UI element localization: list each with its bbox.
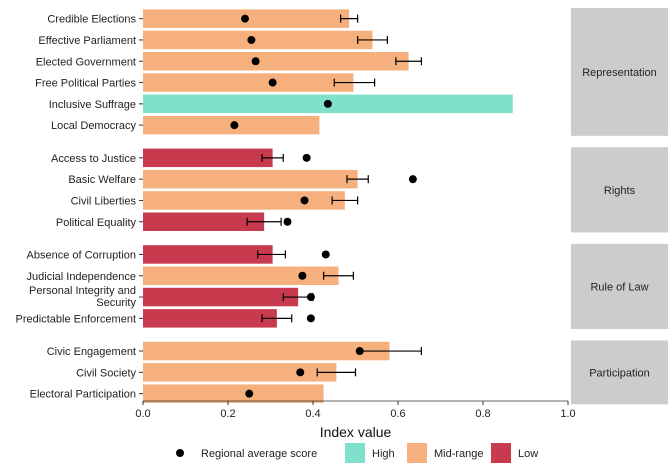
bar	[143, 309, 277, 328]
legend-label: Low	[518, 448, 538, 460]
regional-average-point	[355, 347, 364, 356]
bar-row: Civil Liberties	[71, 191, 359, 210]
bar	[143, 52, 409, 71]
regional-average-point	[323, 99, 332, 108]
x-tick-label: 0.8	[475, 408, 490, 420]
row-label: Civil Society	[76, 367, 136, 379]
bar-row: Absence of Corruption	[27, 245, 330, 264]
bar-row: Local Democracy	[51, 115, 320, 135]
regional-average-point	[241, 14, 249, 23]
regional-average-point	[302, 153, 311, 162]
x-tick-label: 0.2	[220, 408, 235, 420]
bar-row: Effective Parliament	[38, 30, 388, 50]
regional-average-point	[245, 389, 254, 398]
legend: Regional average score High Mid-range Low	[176, 443, 538, 463]
regional-average-point	[408, 175, 417, 184]
bar-row: Judicial Independence	[27, 266, 354, 285]
facet-strip	[571, 147, 668, 233]
row-label: Free Political Parties	[35, 78, 136, 90]
bar-row: Predictable Enforcement	[16, 309, 315, 328]
row-label: Judicial Independence	[27, 271, 136, 283]
facet-strip	[571, 243, 668, 329]
facet-label: Participation	[589, 367, 650, 379]
bar-row: Political Equality	[56, 212, 292, 231]
facet-label: Representation	[582, 67, 657, 79]
legend-swatch	[345, 443, 365, 463]
legend-label: High	[372, 448, 395, 460]
bar-row: Inclusive Suffrage	[49, 94, 513, 114]
row-label: Civic Engagement	[47, 346, 136, 358]
bar	[143, 212, 265, 231]
bar-row: Credible Elections	[47, 9, 359, 28]
regional-average-point	[300, 196, 309, 205]
facet-panel: Participation Civic Engagement Civil Socie…	[30, 340, 668, 405]
row-label: Effective Parliament	[38, 35, 136, 47]
x-axis: 0.0 0.2 0.4 0.6 0.8 1.0	[135, 400, 576, 420]
row-label: Personal Integrity and Security	[29, 285, 137, 309]
facet-panel: Rule of Law Absence of Corruption Judicial…	[16, 243, 668, 329]
legend-swatch	[407, 443, 427, 463]
bar	[143, 191, 345, 210]
regional-average-point	[306, 314, 315, 323]
bar-row: Personal Integrity and Security	[29, 285, 315, 309]
x-tick-label: 1.0	[560, 408, 575, 420]
legend-label: Mid-range	[434, 448, 484, 460]
row-label: Local Democracy	[51, 120, 136, 132]
x-tick-label: 0.4	[305, 408, 320, 420]
bar	[143, 73, 354, 92]
x-axis-title: Index value	[320, 424, 392, 440]
x-tick-label: 0.6	[390, 408, 405, 420]
row-label: Credible Elections	[47, 14, 136, 26]
regional-average-point	[296, 368, 305, 377]
legend-swatch	[491, 443, 511, 463]
legend-label: Regional average score	[201, 448, 317, 460]
regional-average-point	[247, 35, 256, 44]
bar	[143, 148, 273, 168]
facet-panel: Rights Access to Justice Basic Welfare Civi…	[51, 147, 668, 233]
bar-row: Free Political Parties	[35, 73, 376, 92]
regional-average-point	[230, 121, 239, 130]
row-label: Predictable Enforcement	[16, 313, 136, 325]
regional-average-point	[306, 293, 315, 302]
row-label: Electoral Participation	[30, 389, 136, 401]
regional-average-point	[298, 271, 307, 280]
regional-average-point	[251, 57, 260, 66]
bar	[143, 30, 373, 50]
row-label: Inclusive Suffrage	[49, 99, 136, 111]
row-label: Access to Justice	[51, 153, 136, 165]
legend-point-symbol	[176, 449, 184, 457]
bar-row: Access to Justice	[51, 148, 311, 168]
facet-label: Rule of Law	[590, 281, 648, 293]
row-label: Basic Welfare	[68, 174, 136, 186]
bar	[143, 169, 358, 189]
facet-strip	[571, 8, 668, 136]
regional-average-point	[283, 217, 292, 226]
facet-label: Rights	[604, 185, 636, 197]
row-label: Civil Liberties	[71, 195, 137, 207]
bar-row: Electoral Participation	[30, 384, 324, 403]
bar-row: Elected Government	[36, 52, 422, 71]
chart-panels: Representation Credible Elections Effectiv…	[16, 8, 668, 405]
panel-background	[143, 8, 568, 136]
bar	[143, 287, 299, 307]
bar-row: Civic Engagement	[47, 341, 422, 361]
bar-row: Civil Society	[76, 363, 357, 382]
row-label: Political Equality	[56, 217, 137, 229]
regional-average-point	[268, 78, 277, 87]
facet-strip	[571, 340, 668, 405]
bar	[143, 384, 324, 403]
regional-average-point	[321, 250, 330, 259]
x-tick-label: 0.0	[135, 408, 150, 420]
bar	[143, 266, 339, 285]
bar	[143, 245, 273, 264]
bar	[143, 363, 337, 382]
bar	[143, 341, 390, 361]
row-label: Elected Government	[36, 56, 136, 68]
facet-panel: Representation Credible Elections Effectiv…	[35, 8, 668, 136]
bar-row: Basic Welfare	[68, 169, 417, 189]
row-label: Absence of Corruption	[27, 249, 136, 261]
